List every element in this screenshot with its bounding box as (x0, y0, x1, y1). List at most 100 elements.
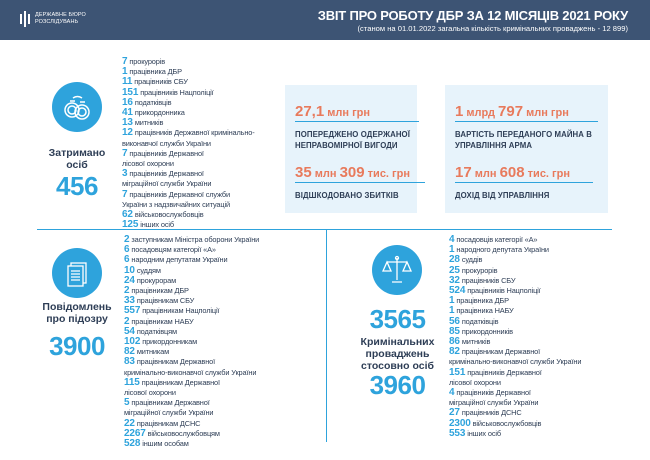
item-label: працівників Нацполіції (140, 87, 214, 97)
item-count: 56 (449, 315, 460, 327)
list-item: 13 митників (122, 118, 255, 128)
item-label: працівника ДБР (129, 67, 182, 77)
item-label: працівників Державної (129, 169, 204, 179)
item-label: міграційної служби України (449, 398, 539, 408)
cases-label: Кримінальних проваджень стосовно осіб (360, 336, 435, 372)
money-value: 27,1 млн грн (295, 103, 419, 122)
item-label: працівника НАБУ (456, 306, 514, 316)
item-count: 13 (122, 117, 133, 129)
list-item: 32 працівників СБУ (449, 275, 581, 286)
divider-horizontal (37, 229, 612, 230)
detained-total: 456 (56, 171, 98, 201)
cases-list: 4 посадовців категорії «А» 1 народного депу… (449, 234, 582, 439)
item-count: 82 (124, 346, 135, 358)
item-label: працівникам ДБР (131, 286, 189, 296)
item-count: 6 (124, 254, 130, 266)
money-value: 17 млн 608 тис. грн (455, 164, 593, 183)
item-label: виконавчої служби України (122, 138, 211, 148)
item-label: працівникам Державної (141, 377, 220, 387)
list-item: міграційної служби України (449, 398, 581, 408)
item-label: податківців (461, 316, 499, 326)
item-label: прикордонникам (142, 337, 198, 347)
list-item: лісової охорони (449, 378, 581, 388)
list-item: 125 інших осіб (122, 220, 255, 230)
item-label: митників (461, 337, 491, 347)
item-count: 7 (122, 56, 128, 67)
item-label: працівників Державної (456, 388, 531, 398)
money-value: 1 млрд 797 млн грн (455, 103, 598, 122)
item-label: інших осіб (467, 428, 501, 438)
item-label: працівників ДСНС (461, 408, 522, 418)
item-label: кримінально-виконавчої служби України (449, 357, 582, 367)
money-box-2: 1 млрд 797 млн грн ВАРТІСТЬ ПЕРЕДАНОГО М… (445, 85, 608, 213)
item-count: 115 (124, 376, 140, 388)
item-count: 1 (449, 244, 455, 256)
list-item: 7 працівників Державної (122, 148, 255, 159)
item-label: працівникам СБУ (136, 296, 195, 306)
list-item: 151 працівників Державної (449, 367, 581, 378)
item-count: 33 (124, 295, 135, 307)
item-label: податківців (134, 97, 172, 107)
item-label: військовослужбовців (134, 210, 204, 220)
item-label: працівникам Нацполіції (142, 306, 220, 316)
list-item: лісової охорони (122, 159, 255, 169)
list-item: 82 митникам (124, 347, 259, 357)
list-item: кримінально-виконавчої служби України (124, 368, 259, 378)
handcuffs-icon (52, 82, 102, 132)
item-count: 62 (122, 209, 133, 221)
item-label: військовослужбовців (472, 418, 542, 428)
money-value: 35 млн 309 тис. грн (295, 164, 425, 183)
header: ДЕРЖАВНЕ БЮРО РОЗСЛІДУВАНЬ ЗВІТ ПРО РОБО… (0, 0, 650, 40)
item-count: 102 (124, 336, 141, 348)
item-count: 4 (449, 387, 455, 399)
logo-text: ДЕРЖАВНЕ БЮРО РОЗСЛІДУВАНЬ (35, 12, 86, 25)
list-item: 6 народним депутатам України (124, 255, 259, 265)
dbr-logo-icon (20, 11, 30, 27)
item-count: 1 (449, 295, 455, 307)
list-item: 22 працівникам ДСНС (124, 418, 259, 429)
item-count: 5 (124, 397, 130, 409)
item-count: 82 (449, 346, 460, 358)
item-label: інших осіб (140, 220, 174, 230)
list-item: 12 працівників Державної кримінально- (122, 128, 255, 138)
list-item: лісової охорони (124, 388, 259, 398)
item-label: іншим особам (142, 439, 189, 449)
item-count: 2 (124, 285, 130, 297)
list-item: 528 іншим особам (124, 438, 259, 449)
item-count: 54 (124, 325, 135, 337)
list-item: 3 працівників Державної (122, 169, 255, 179)
item-label: податківцям (136, 326, 177, 336)
list-item: 7 працівників Державної служби (122, 189, 255, 200)
suspicion-list: 2 заступникам Міністра оборони України 6 по… (124, 234, 259, 449)
list-item: України з надзвичайних ситуацій (122, 200, 255, 210)
detained-list: 7 прокурорів 1 працівника ДБР 11 працівників … (122, 56, 255, 230)
list-item: 2267 військовослужбовцям (124, 428, 259, 439)
documents-icon (52, 248, 102, 298)
item-label: посадовців категорії «А» (456, 235, 538, 244)
money-caption: ВАРТІСТЬ ПЕРЕДАНОГО МАЙНА В УПРАВЛІННЯ А… (455, 130, 592, 150)
item-count: 1 (122, 66, 128, 78)
item-count: 524 (449, 285, 466, 297)
list-item: 553 інших осіб (449, 428, 581, 439)
list-item: 41 прикордонника (122, 107, 255, 118)
list-item: 524 працівників Нацполіції (449, 285, 581, 297)
item-label: працівників Нацполіції (467, 286, 541, 296)
item-count: 2 (124, 315, 130, 327)
item-label: лісової охорони (122, 159, 174, 169)
item-label: працівникам НАБУ (131, 316, 194, 326)
list-item: 2 працівникам НАБУ (124, 315, 259, 327)
item-label: народним депутатам України (131, 255, 228, 265)
item-label: митникам (136, 347, 170, 357)
list-item: 85 прикордонників (449, 326, 581, 337)
list-item: 4 посадовців категорії «А» (449, 234, 581, 245)
item-label: працівників СБУ (134, 77, 188, 87)
item-count: 83 (124, 356, 135, 368)
list-item: 102 прикордонникам (124, 336, 259, 348)
list-item: 4 працівників Державної (449, 387, 581, 399)
item-count: 86 (449, 336, 460, 348)
item-label: суддям (136, 265, 161, 275)
item-count: 4 (449, 234, 455, 245)
list-item: 82 працівникам Державної (449, 347, 581, 357)
list-item: 1 працівника ДБР (122, 67, 255, 77)
page-title: ЗВІТ ПРО РОБОТУ ДБР ЗА 12 МІСЯЦІВ 2021 Р… (317, 8, 628, 23)
